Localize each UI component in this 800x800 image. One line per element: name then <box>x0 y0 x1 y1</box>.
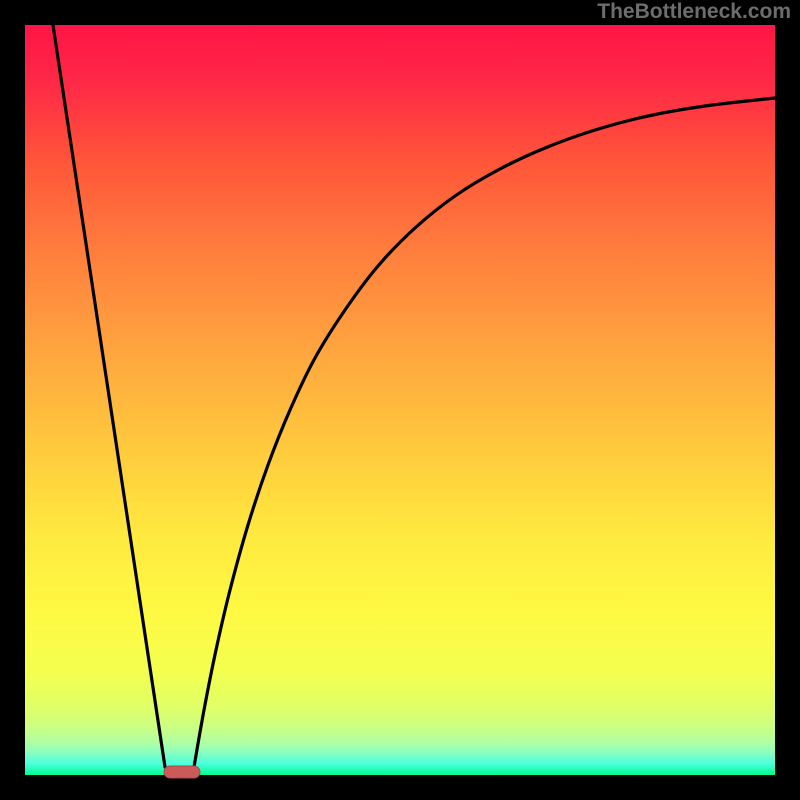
minimum-marker <box>164 766 200 778</box>
plot-background <box>25 25 775 775</box>
watermark-text: TheBottleneck.com <box>597 0 791 23</box>
chart-container: TheBottleneck.com <box>0 0 800 800</box>
chart-svg: TheBottleneck.com <box>0 0 800 800</box>
